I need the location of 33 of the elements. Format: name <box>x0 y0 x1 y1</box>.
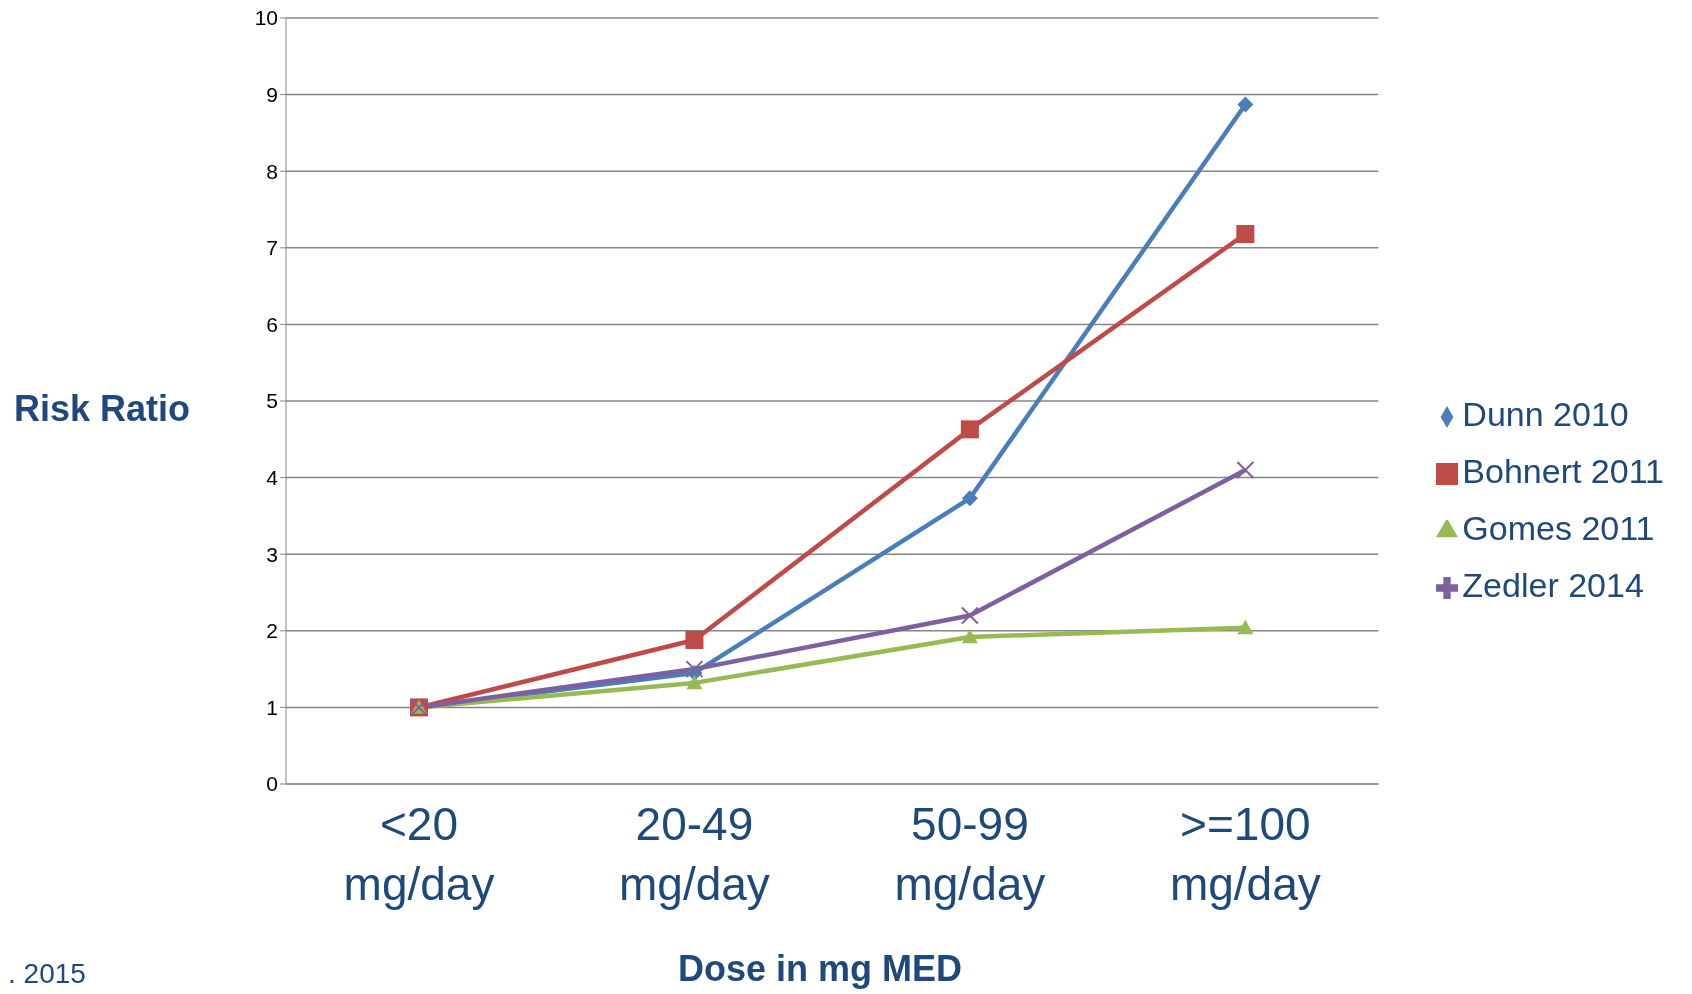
legend-label: Gomes 2011 <box>1462 509 1655 547</box>
y-tick-label: 4 <box>266 466 279 490</box>
point <box>961 628 978 644</box>
x-tick-label: 20-49 mg/day <box>619 798 770 910</box>
x-tick-label: <20 mg/day <box>343 798 495 910</box>
point <box>960 420 979 439</box>
point <box>1236 225 1255 244</box>
legend-label: Bohnert 2011 <box>1462 452 1664 490</box>
point <box>1236 460 1255 479</box>
y-tick-label: 9 <box>266 83 278 107</box>
x-axis-title: Dose in mg MED <box>677 948 963 990</box>
point <box>961 490 978 507</box>
y-tick-label: 1 <box>266 695 278 719</box>
point <box>686 674 703 690</box>
x-tick-label: >=100 mg/day <box>1169 798 1321 910</box>
point <box>960 606 979 625</box>
y-tick-label: 2 <box>266 619 278 643</box>
y-axis-title: Risk Ratio <box>14 388 191 430</box>
y-tick-label: 6 <box>266 312 278 336</box>
y-tick-label: 0 <box>266 772 278 796</box>
legend-label: Zedler 2014 <box>1462 566 1644 604</box>
y-tick-label: 10 <box>254 6 278 30</box>
y-tick-label: 3 <box>266 542 278 566</box>
y-tick-label: 8 <box>266 159 278 183</box>
y-tick-label: 7 <box>266 236 278 260</box>
text: . 2015 <box>8 958 86 990</box>
x-tick-label: 50-99 mg/day <box>894 798 1046 910</box>
point <box>685 660 704 679</box>
point <box>685 630 704 649</box>
legend-label: Dunn 2010 <box>1462 395 1629 433</box>
point <box>1237 619 1254 635</box>
y-tick-label: 5 <box>266 389 278 413</box>
point <box>1237 96 1254 113</box>
